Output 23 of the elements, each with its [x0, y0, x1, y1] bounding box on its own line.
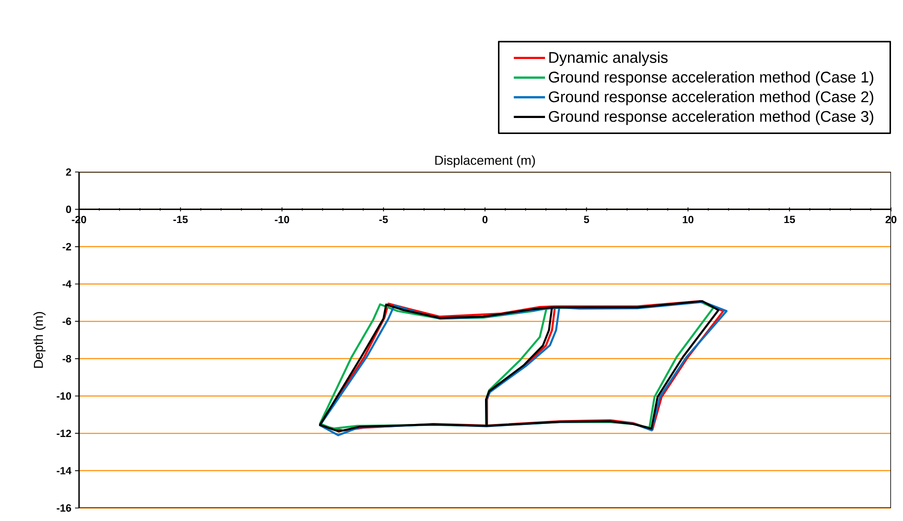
y-tick-label: -16 — [56, 504, 72, 512]
x-tick-label: -10 — [274, 216, 290, 224]
x-tick-label: 0 — [482, 216, 488, 224]
legend-label: Dynamic analysis — [549, 52, 668, 66]
legend-label: Ground response acceleration method (Case 2) — [548, 90, 874, 106]
y-tick-label: -6 — [62, 318, 72, 326]
y-tick-label: -4 — [62, 280, 72, 288]
legend-label: Ground response acceleration method (Case 3) — [548, 110, 874, 125]
y-tick-label: -2 — [62, 243, 72, 250]
y-tick-label: -10 — [56, 392, 72, 400]
x-axis-title: Displacement (m) — [435, 155, 535, 168]
x-tick-label: -15 — [173, 216, 188, 224]
legend-label: Ground response acceleration method (Case 1) — [548, 71, 874, 86]
x-tick-label: 10 — [682, 216, 694, 224]
x-tick-label: -5 — [379, 216, 388, 224]
y-tick-label: 0 — [66, 206, 72, 214]
x-tick-label: 15 — [784, 216, 796, 224]
y-tick-label: 2 — [66, 168, 72, 176]
y-tick-label: -8 — [62, 354, 72, 362]
y-tick-label: -14 — [56, 467, 72, 474]
x-tick-label: 5 — [584, 216, 590, 224]
y-axis-title: Depth (m) — [33, 312, 46, 368]
y-tick-label: -12 — [56, 430, 72, 437]
